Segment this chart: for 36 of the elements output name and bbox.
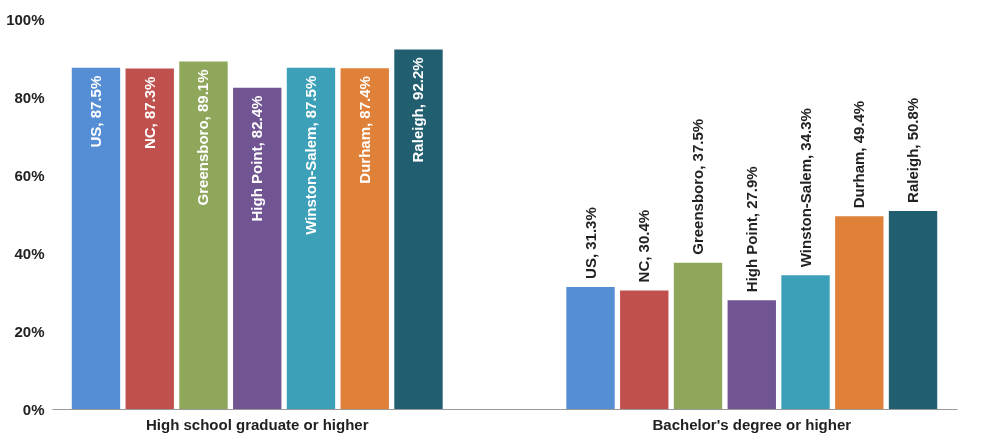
data-label: Durham, 49.4% xyxy=(850,100,868,209)
bar xyxy=(340,68,389,409)
y-tick-label: 40% xyxy=(14,244,45,262)
data-label: Raleigh, 92.2% xyxy=(409,57,427,163)
bar xyxy=(394,49,443,409)
y-tick-label: 20% xyxy=(14,322,45,340)
data-label: Durham, 87.4% xyxy=(355,76,373,184)
y-tick-label: 100% xyxy=(6,10,45,28)
data-label: NC, 87.3% xyxy=(140,76,158,150)
bar xyxy=(673,262,723,409)
bar xyxy=(179,61,228,409)
bar xyxy=(71,67,121,409)
data-label: Winston-Salem, 34.3% xyxy=(796,108,814,268)
data-label: Greensboro, 37.5% xyxy=(689,118,707,255)
bar xyxy=(835,216,884,409)
data-label: NC, 30.4% xyxy=(635,209,653,283)
y-tick-label: 60% xyxy=(14,166,45,184)
data-label: US, 87.5% xyxy=(86,75,104,148)
bar xyxy=(781,275,830,409)
bar xyxy=(620,290,669,409)
bar xyxy=(125,68,174,409)
x-tick-label: Bachelor's degree or higher xyxy=(652,415,852,433)
data-label: High Point, 82.4% xyxy=(248,95,266,222)
bar xyxy=(727,300,776,409)
data-label: Greensboro, 89.1% xyxy=(194,69,212,206)
bar xyxy=(566,286,615,409)
bar xyxy=(888,210,938,409)
bar xyxy=(286,67,336,409)
data-label: Raleigh, 50.8% xyxy=(904,97,922,203)
data-label: US, 31.3% xyxy=(581,207,599,279)
data-label: Winston-Salem, 87.5% xyxy=(301,75,319,235)
y-tick-label: 0% xyxy=(22,400,45,418)
data-label: High Point, 27.9% xyxy=(742,166,760,293)
y-tick-label: 80% xyxy=(14,88,45,106)
bar xyxy=(233,87,282,409)
x-tick-label: High school graduate or higher xyxy=(145,415,369,433)
